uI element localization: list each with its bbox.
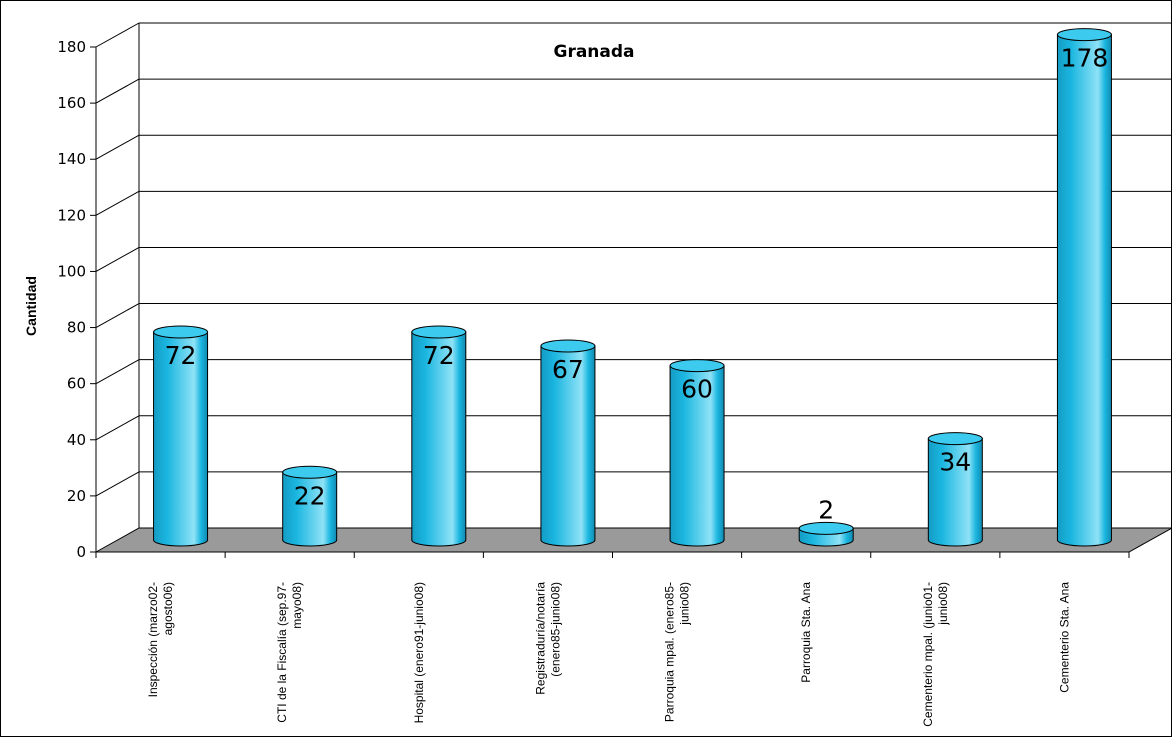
gridline-side — [95, 190, 140, 216]
bar-top — [411, 325, 467, 339]
y-tick-labels: 0 20 40 60 80 100 120 140 160 180 — [57, 38, 86, 561]
bar-top — [282, 465, 338, 479]
x-category-label: agosto06) — [161, 582, 175, 635]
bar-body — [153, 331, 209, 547]
bar — [1056, 28, 1112, 547]
data-label: 72 — [165, 341, 197, 370]
axes — [90, 23, 1130, 558]
bar — [669, 359, 725, 547]
bar-body — [1056, 34, 1112, 547]
bar — [282, 465, 338, 547]
data-label: 178 — [1061, 44, 1109, 73]
data-label: 2 — [818, 495, 834, 524]
y-tick-label: 140 — [57, 150, 86, 168]
bars — [153, 28, 1112, 547]
bar-top — [798, 521, 854, 535]
bar — [540, 339, 596, 547]
gridline-side — [95, 22, 140, 48]
bar-body — [669, 365, 725, 547]
data-label: 60 — [681, 375, 713, 404]
y-tick-label: 40 — [67, 431, 86, 449]
y-tick-label: 120 — [57, 206, 86, 224]
bar-body — [282, 471, 338, 547]
data-labels: 72 22 72 67 60 2 34 178 — [165, 44, 1109, 525]
y-tick-label: 20 — [67, 487, 86, 505]
x-category-label: (enero85-junio08) — [548, 582, 562, 677]
gridlines — [95, 22, 1172, 497]
gridline-side — [95, 134, 140, 160]
bar-body — [540, 345, 596, 547]
bar-top — [540, 339, 596, 353]
bar-body — [927, 438, 983, 547]
x-category-label: Inspección (marzo02- — [146, 582, 160, 697]
x-category-label: Parroquia Sta. Ana — [799, 582, 813, 683]
x-category-label: junio08) — [936, 582, 950, 626]
x-category-label: Parroquia mpal. (enero85- — [663, 582, 677, 722]
x-category-label: junio08) — [678, 582, 692, 626]
data-label: 72 — [423, 341, 455, 370]
y-tick-label: 100 — [57, 262, 86, 280]
bar — [411, 325, 467, 547]
floor-plane — [94, 527, 1172, 553]
gridline-side — [95, 359, 140, 385]
y-tick-label: 160 — [57, 94, 86, 112]
category-labels: Inspección (marzo02- agosto06) CTI de la F… — [146, 582, 1071, 727]
gridline-side — [95, 471, 140, 497]
gridline-side — [95, 78, 140, 104]
data-label: 22 — [294, 481, 326, 510]
data-label: 67 — [552, 355, 584, 384]
bar — [927, 432, 983, 547]
x-category-label: Cementerio mpal. (junio01- — [921, 582, 935, 727]
y-tick-label: 60 — [67, 375, 86, 393]
data-label: 34 — [939, 448, 971, 477]
bar-top — [669, 359, 725, 373]
chart-title: Granada — [553, 42, 634, 62]
bar — [798, 521, 854, 547]
gridline-side — [95, 247, 140, 272]
bar-top — [927, 432, 983, 446]
bar-body — [411, 331, 467, 547]
y-tick-label: 180 — [57, 38, 86, 56]
bar — [153, 325, 209, 547]
x-category-label: CTI de la Fiscalía (sep.97- — [275, 582, 289, 723]
y-tick-label: 0 — [76, 543, 86, 561]
x-category-label: Registraduría/notaría — [533, 582, 547, 695]
bar-top — [1056, 28, 1112, 42]
gridline-side — [95, 303, 140, 328]
gridline-side — [95, 415, 140, 441]
bar-top — [153, 325, 209, 339]
chart-floor — [94, 527, 1172, 553]
y-tick-label: 80 — [67, 319, 86, 337]
x-category-label: Cementerio Sta. Ana — [1057, 582, 1071, 693]
x-category-label: Hospital (enero91-junio08) — [412, 582, 426, 723]
x-category-label: mayo08) — [290, 582, 304, 629]
y-axis-title: Cantidad — [23, 276, 39, 336]
